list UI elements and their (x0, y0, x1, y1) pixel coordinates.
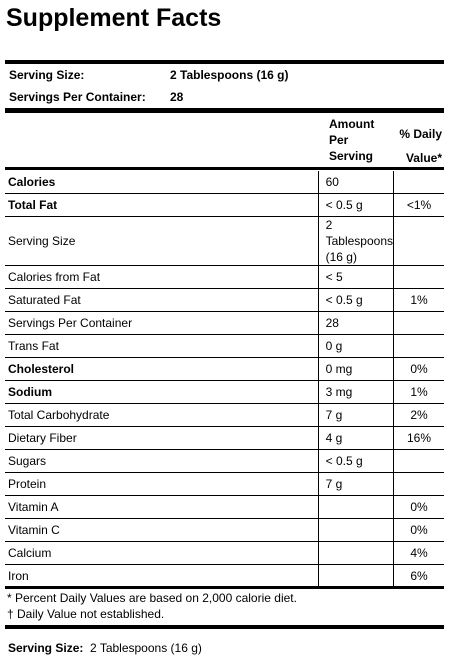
daily-value: 16% (393, 426, 444, 450)
amount: 0 mg (317, 357, 394, 381)
nutrient-label: Serving Size (5, 216, 319, 266)
dv-header: % Daily Value* (399, 127, 442, 165)
facts-row: Calories 60 (5, 171, 444, 194)
daily-value (393, 472, 444, 496)
facts-row: Sodium 3 mg 1% (5, 380, 444, 404)
facts-row: Calories from Fat < 5 (5, 265, 444, 289)
nutrient-label: Total Carbohydrate (5, 403, 319, 427)
facts-row: Vitamin C 0% (5, 518, 444, 542)
amount: < 5 (317, 265, 394, 289)
facts-row: Saturated Fat < 0.5 g 1% (5, 288, 444, 312)
amount (317, 495, 394, 519)
daily-value: 1% (393, 380, 444, 404)
amount: 28 (317, 311, 394, 335)
facts-row: Cholesterol 0 mg 0% (5, 357, 444, 381)
daily-value: 0% (393, 495, 444, 519)
facts-row: Servings Per Container 28 (5, 311, 444, 335)
rule (5, 586, 444, 589)
amount (317, 564, 394, 588)
daily-value: 4% (393, 541, 444, 565)
amount: < 0.5 g (317, 288, 394, 312)
nutrient-label: Calcium (5, 541, 319, 565)
rule (5, 167, 444, 170)
facts-row: Vitamin A 0% (5, 495, 444, 519)
nutrient-label: Calories (5, 171, 319, 194)
amount: 7 g (317, 403, 394, 427)
amount: 60 (317, 171, 394, 194)
daily-value: 0% (393, 357, 444, 381)
nutrient-label: Saturated Fat (5, 288, 319, 312)
daily-value: 1% (393, 288, 444, 312)
facts-row: Sugars < 0.5 g (5, 449, 444, 473)
facts-row: Total Fat < 0.5 g <1% (5, 193, 444, 217)
nutrient-label: Cholesterol (5, 357, 319, 381)
facts-row: Trans Fat 0 g (5, 334, 444, 358)
daily-value (393, 334, 444, 358)
rule (5, 625, 444, 629)
facts-row: Total Carbohydrate 7 g 2% (5, 403, 444, 427)
amount (317, 518, 394, 542)
serving-size-label: Serving Size: (9, 68, 85, 82)
amount: 2 Tablespoons (16 g) (317, 216, 394, 266)
title: Supplement Facts (6, 4, 222, 32)
footnote: † Daily Value not established. (7, 607, 165, 621)
daily-value (393, 265, 444, 289)
facts-row: Dietary Fiber 4 g 16% (5, 426, 444, 450)
daily-value (393, 171, 444, 194)
serving-size-value: 2 Tablespoons (16 g) (170, 68, 289, 82)
amount-header: Amount Per Serving (329, 117, 375, 163)
facts-row: Protein 7 g (5, 472, 444, 496)
nutrient-label: Total Fat (5, 193, 319, 217)
nutrient-label: Vitamin C (5, 518, 319, 542)
nutrient-label: Protein (5, 472, 319, 496)
nutrient-label: Sugars (5, 449, 319, 473)
per-container-label: Servings Per Container: (9, 90, 146, 104)
per-container-value: 28 (170, 90, 184, 104)
amount: 4 g (317, 426, 394, 450)
nutrient-label: Iron (5, 564, 319, 588)
amount: < 0.5 g (317, 193, 394, 217)
amount: < 0.5 g (317, 449, 394, 473)
amount: 7 g (317, 472, 394, 496)
daily-value (393, 449, 444, 473)
daily-value (393, 216, 444, 266)
amount (317, 541, 394, 565)
rule (5, 108, 444, 113)
footer: Serving Size: 2 Tablespoons (16 g) (8, 641, 202, 655)
facts-row: Calcium 4% (5, 541, 444, 565)
daily-value (393, 311, 444, 335)
amount: 0 g (317, 334, 394, 358)
nutrient-label: Dietary Fiber (5, 426, 319, 450)
daily-value: 0% (393, 518, 444, 542)
facts-row: Serving Size 2 Tablespoons (16 g) (5, 216, 444, 266)
nutrient-label: Calories from Fat (5, 265, 319, 289)
daily-value: 6% (393, 564, 444, 588)
daily-value: <1% (393, 193, 444, 217)
footer-label: Serving Size: (8, 641, 84, 655)
footnote: * Percent Daily Values are based on 2,00… (7, 591, 297, 605)
rule (5, 60, 444, 64)
nutrient-label: Sodium (5, 380, 319, 404)
facts-row: Iron 6% (5, 564, 444, 588)
nutrient-label: Vitamin A (5, 495, 319, 519)
nutrient-label: Servings Per Container (5, 311, 319, 335)
facts-table: Calories 60 Total Fat < 0.5 g <1% Serving Siz… (5, 171, 444, 588)
amount: 3 mg (317, 380, 394, 404)
nutrient-label: Trans Fat (5, 334, 319, 358)
daily-value: 2% (393, 403, 444, 427)
footer-value: 2 Tablespoons (16 g) (90, 641, 202, 655)
